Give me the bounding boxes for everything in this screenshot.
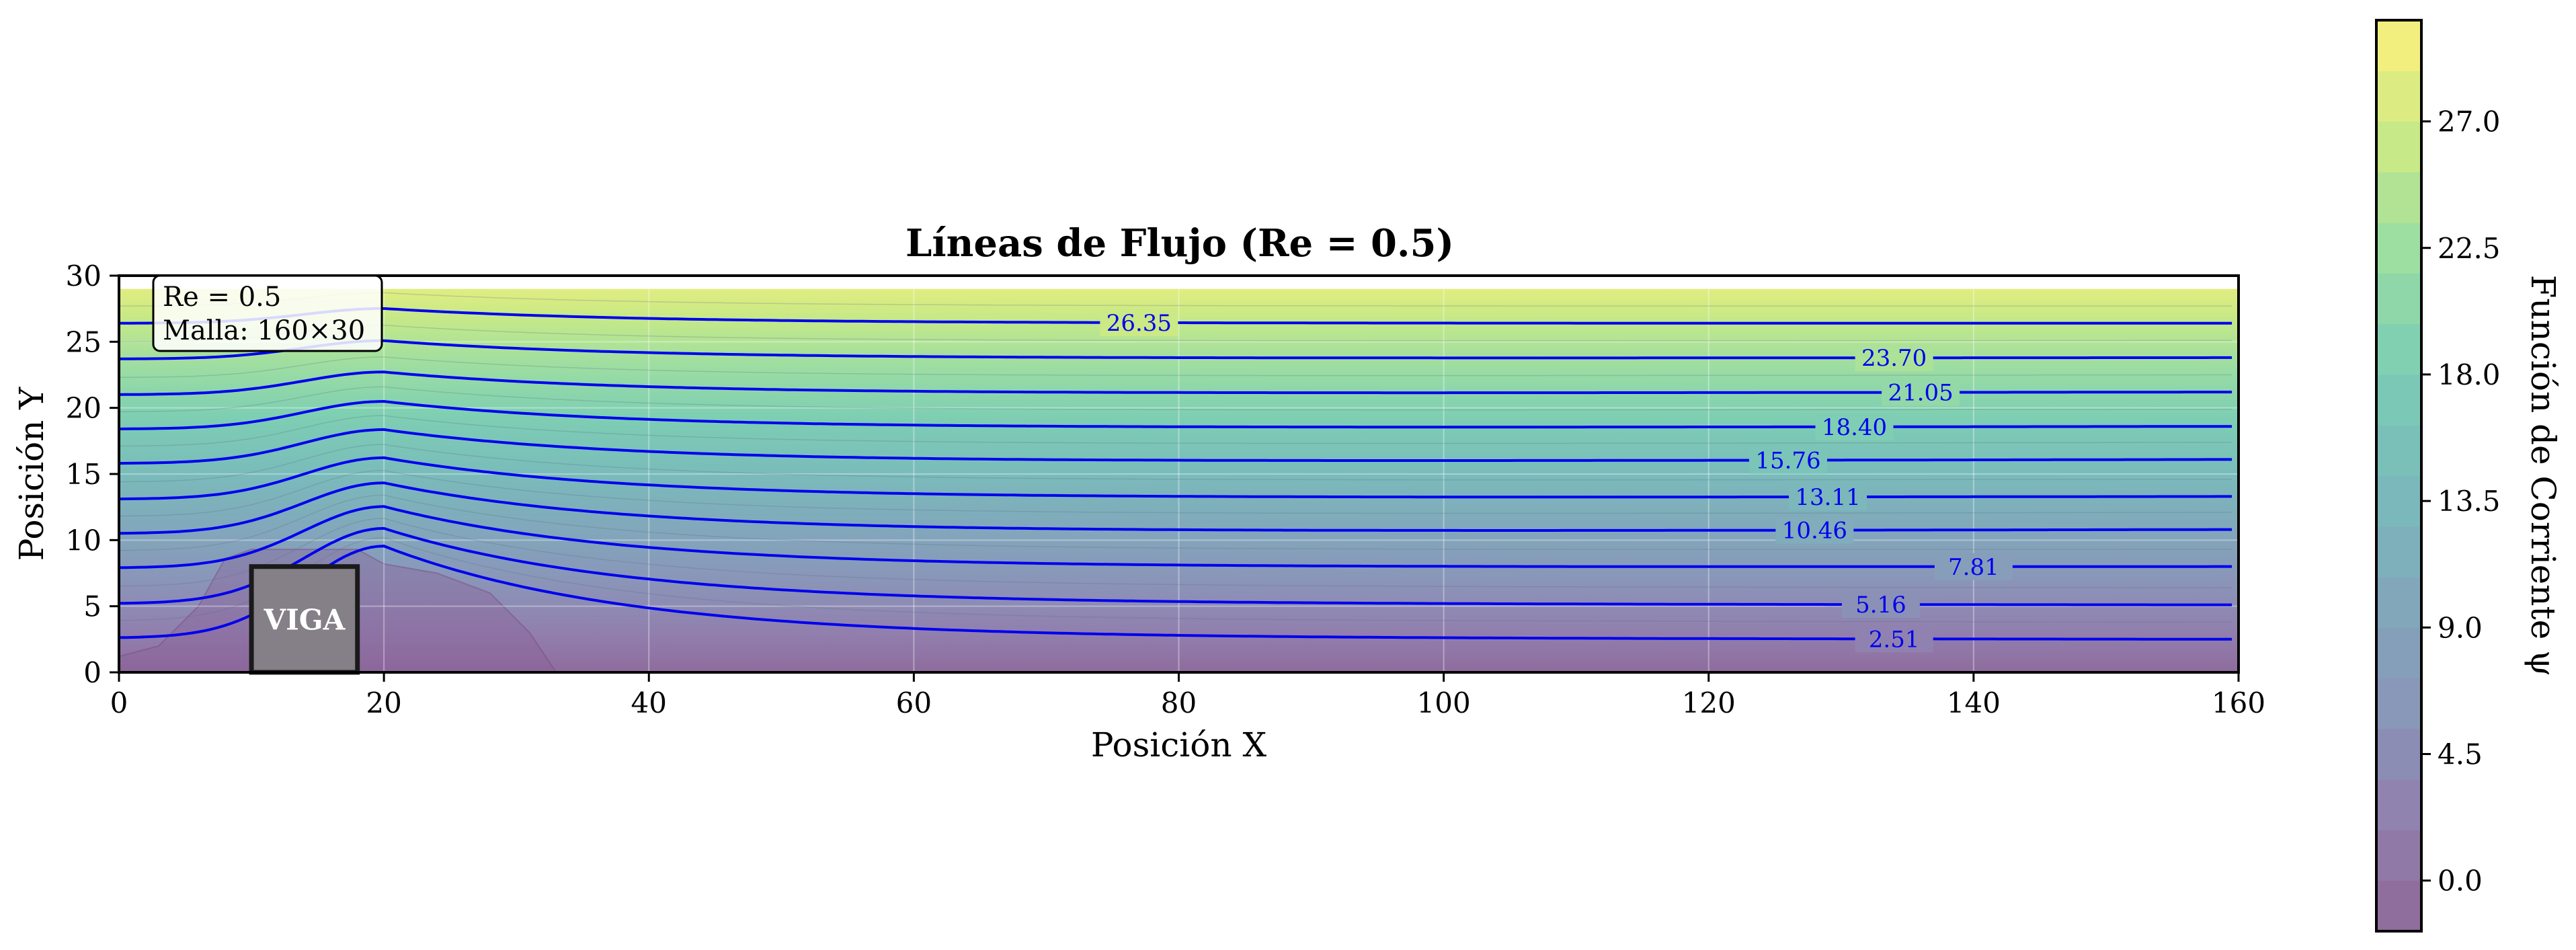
colorbar-tick-label: 13.5 — [2438, 485, 2501, 518]
obstacle-beam: VIGA — [249, 564, 360, 675]
contour-label-bg — [1855, 344, 1933, 372]
info-mesh: Malla: 160×30 — [163, 315, 365, 346]
colorbar-tick-label: 22.5 — [2438, 232, 2501, 265]
contour-boundary — [119, 518, 2232, 588]
y-tick-label: 30 — [66, 260, 102, 292]
contour-label-21.05: 21.05 — [1888, 380, 1953, 407]
contour-label-bg — [1100, 309, 1178, 336]
streamline-21.05 — [119, 370, 2232, 396]
colorbar-band — [2376, 577, 2421, 628]
y-tick-label: 25 — [66, 325, 102, 358]
colorbar-label: Función de Corriente ψ — [2524, 275, 2563, 677]
filled-contour-boundaries — [119, 292, 2232, 623]
colorbar-band — [2376, 475, 2421, 527]
colorbar-band — [2376, 728, 2421, 780]
plot-area: VIGA 2.51 5.16 7.81 10.46 13.11 15.7618.4021.… — [66, 260, 2266, 719]
colorbar-band — [2376, 273, 2421, 325]
contour-boundary — [119, 415, 2232, 447]
x-tick-label: 120 — [1682, 686, 1736, 719]
colorbar-band — [2376, 627, 2421, 679]
contour-boundary — [119, 494, 2232, 551]
colorbar-band — [2376, 223, 2421, 274]
contour-label-23.70: 23.70 — [1861, 345, 1927, 372]
y-tick-label: 10 — [66, 524, 102, 557]
x-tick-label: 140 — [1947, 686, 2001, 719]
streamline-7.81 — [119, 505, 2232, 569]
contour-boundary — [119, 537, 2232, 623]
x-tick-label: 160 — [2212, 686, 2265, 719]
contour-label-bg — [1748, 446, 1827, 474]
x-tick-label: 20 — [366, 686, 401, 719]
y-tick-label: 20 — [66, 392, 102, 425]
chart-title: Líneas de Flujo (Re = 0.5) — [905, 221, 1454, 266]
colorbar-band — [2376, 880, 2421, 932]
colorbar-band — [2376, 171, 2421, 223]
contour-boundary — [119, 444, 2232, 483]
x-tick-label: 0 — [110, 686, 128, 719]
contour-label-5.16: 5.16 — [1855, 592, 1906, 619]
contour-boundary — [119, 292, 2232, 307]
colorbar-band — [2376, 71, 2421, 122]
colorbar-band — [2376, 374, 2421, 426]
colorbar-tick-label: 9.0 — [2438, 611, 2483, 644]
contour-label-13.11: 13.11 — [1795, 484, 1860, 511]
contour-boundary — [119, 470, 2232, 517]
colorbar-band — [2376, 121, 2421, 173]
info-reynolds: Re = 0.5 — [163, 282, 281, 313]
info-box-frame — [152, 274, 383, 352]
x-axis-label: Posición X — [1091, 725, 1267, 764]
contour-label-bg — [1789, 483, 1867, 511]
colorbar-bands — [2376, 20, 2421, 932]
x-axis-ticks: 0 20 40 60 80 100 120 140 160 — [110, 672, 2265, 719]
streamline-15.76 — [119, 428, 2232, 465]
y-tick-label: 15 — [66, 458, 102, 491]
contour-label-10.46: 10.46 — [1782, 518, 1847, 545]
y-tick-label: 5 — [83, 590, 102, 623]
colorbar-band — [2376, 678, 2421, 729]
beam-label: VIGA — [264, 603, 346, 636]
contour-label-bg — [1934, 553, 2013, 580]
contour-label-7.81: 7.81 — [1948, 554, 1999, 581]
colorbar-tick-label: 0.0 — [2438, 865, 2483, 898]
contour-boundary — [119, 386, 2232, 413]
x-tick-label: 100 — [1417, 686, 1471, 719]
contour-label-18.40: 18.40 — [1822, 414, 1887, 441]
unfilled-top-band — [120, 277, 2237, 289]
streamline-10.46 — [119, 481, 2232, 535]
colorbar-tick-label: 4.5 — [2438, 738, 2483, 771]
colorbar-band — [2376, 779, 2421, 830]
info-box: Re = 0.5 Malla: 160×30 — [152, 274, 383, 352]
x-tick-label: 60 — [896, 686, 932, 719]
colorbar-band — [2376, 20, 2421, 71]
x-tick-label: 80 — [1161, 686, 1197, 719]
y-axis-label: Posición Y — [12, 387, 51, 561]
colorbar-ticks: 0.0 4.5 9.0 13.5 18.0 22.5 27.0 — [2421, 106, 2501, 898]
contour-label-bg — [1815, 413, 1894, 440]
colorbar-band — [2376, 830, 2421, 881]
contour-label-15.76: 15.76 — [1755, 447, 1820, 474]
contour-label-26.35: 26.35 — [1106, 310, 1172, 337]
contour-label-bg — [1775, 516, 1854, 544]
colorbar-tick-label: 27.0 — [2438, 106, 2501, 138]
colorbar: 0.0 4.5 9.0 13.5 18.0 22.5 27.0 Función de Cor… — [2375, 19, 2563, 933]
colorbar-frame — [2375, 19, 2423, 933]
colorbar-band — [2376, 526, 2421, 578]
colorbar-tick-label: 18.0 — [2438, 358, 2501, 391]
contour-label-bg — [1841, 591, 1920, 619]
colorbar-band — [2376, 425, 2421, 476]
contour-label-bg — [1882, 379, 1960, 406]
y-tick-label: 0 — [83, 656, 102, 689]
contour-label-bg — [1855, 625, 1933, 653]
streamline-13.11 — [119, 456, 2232, 501]
colorbar-band — [2376, 323, 2421, 375]
x-tick-label: 40 — [631, 686, 667, 719]
y-axis-ticks: 0 5 10 15 20 25 30 — [66, 260, 119, 689]
contour-boundary — [119, 356, 2232, 379]
contour-label-2.51: 2.51 — [1869, 626, 1920, 653]
beam-rectangle — [249, 564, 360, 675]
contour-boundary — [119, 324, 2232, 342]
